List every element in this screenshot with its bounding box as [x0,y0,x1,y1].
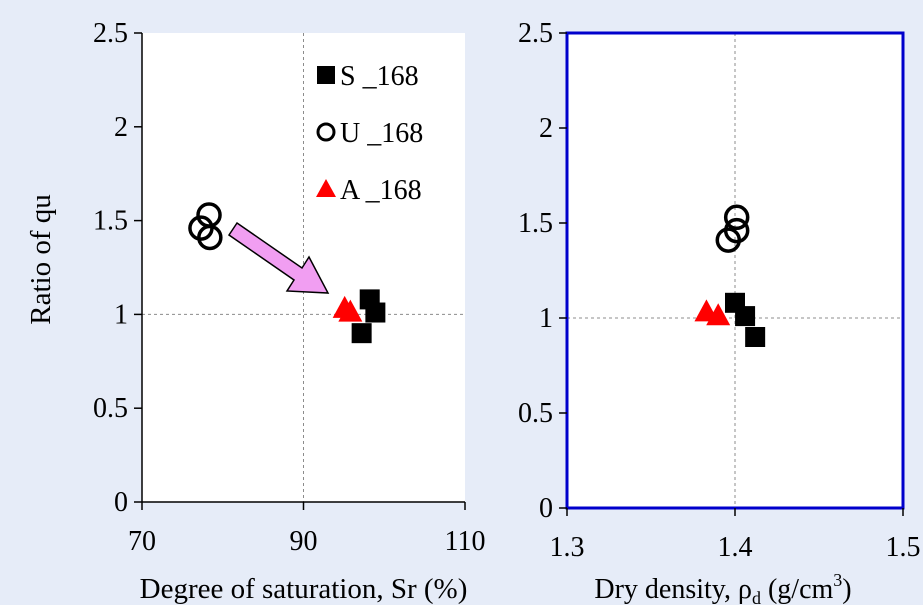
x-axis-title: Dry density, ρd (g/cm3) [594,570,851,605]
data-point-open-circle [715,227,742,253]
x-tick-label: 1.3 [550,532,585,563]
y-tick-label: 0 [539,493,553,524]
x-tick-label: 110 [445,526,486,557]
chart-right: 0 0.5 1 1.5 2 2.5 1.3 1.4 1.5 Dry density, ρd (g/… [518,18,921,605]
x-axis-title-part: 3 [833,570,842,590]
legend-marker-square [317,66,335,84]
legend-label: U _168 [340,118,423,149]
legend-label: S _168 [340,61,419,92]
x-axis-title: Degree of saturation, Sr (%) [140,573,468,605]
x-tick-label: 1.5 [886,532,921,563]
data-point-open-circle [197,224,223,251]
y-axis-title: Ratio of qu [25,194,57,325]
y-tick-label: 0.5 [518,398,553,429]
data-point-filled-square [735,306,756,327]
x-axis-title-part: ) [842,574,851,605]
data-point-filled-triangle [706,303,731,326]
y-tick-label: 1.5 [518,208,553,239]
legend-marker-circle [316,122,336,142]
data-point-filled-triangle [338,299,363,322]
x-tick-label: 1.4 [718,532,753,563]
legend-label: A _168 [340,175,422,206]
y-tick-label: 1 [539,303,553,334]
x-axis-title-part: d [752,588,761,605]
data-point-filled-square [745,327,766,347]
y-tick-label: 1 [114,299,128,330]
y-tick-label: 2.5 [93,18,128,49]
annotation-arrow [227,221,330,294]
legend-marker-triangle [316,179,336,197]
x-axis-title-part: (g/cm [761,574,834,605]
y-tick-label: 2.5 [518,18,553,49]
y-tick-label: 0 [114,487,128,518]
chart-left: 0 0.5 1 1.5 2 2.5 70 90 110 Degree of saturation,… [25,18,485,605]
data-point-open-circle [723,204,750,231]
data-point-filled-square [351,323,372,344]
x-tick-label: 70 [128,526,156,557]
y-tick-label: 1.5 [93,206,128,237]
x-axis-title-part: Dry density, [594,574,738,605]
x-tick-label: 90 [290,526,318,557]
y-tick-label: 2 [539,113,553,144]
y-tick-label: 0.5 [93,393,128,424]
data-point-filled-square [365,302,386,323]
x-axis-title-part: ρ [738,574,752,605]
y-tick-label: 2 [114,112,128,143]
